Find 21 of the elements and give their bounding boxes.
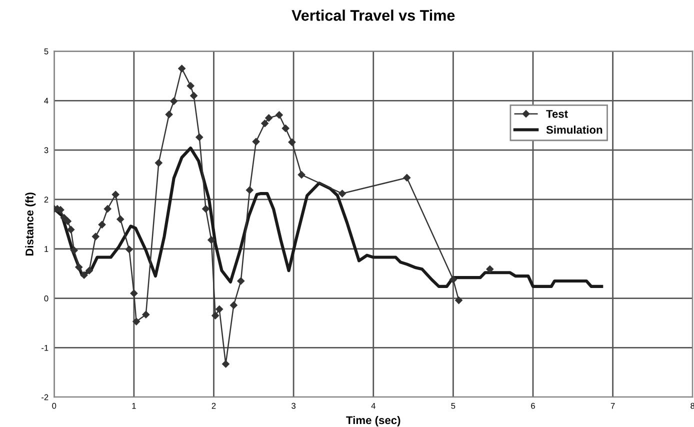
- y-tick-label: 4: [44, 98, 48, 104]
- x-tick-label: 7: [610, 402, 615, 409]
- y-tick-label: 5: [44, 48, 48, 54]
- x-tick-label: 1: [132, 402, 136, 409]
- y-tick-label: 1: [44, 246, 48, 252]
- x-tick-label: 5: [451, 402, 456, 409]
- legend-label: Simulation: [546, 126, 602, 134]
- y-axis-title: Distance (ft): [25, 192, 36, 256]
- y-tick-label: 0: [44, 295, 48, 302]
- x-tick-label: 4: [371, 402, 376, 409]
- x-tick-label: 0: [52, 402, 56, 409]
- y-tick-label: -1: [42, 344, 48, 351]
- x-tick-label: 2: [212, 402, 216, 409]
- x-axis-title: Time (sec): [346, 416, 400, 426]
- y-tick-label: 3: [44, 147, 48, 154]
- y-tick-label: -2: [42, 394, 48, 400]
- y-tick-label: 2: [44, 196, 48, 202]
- x-tick-label: 3: [292, 402, 296, 409]
- chart-title: Vertical Travel vs Time: [292, 10, 455, 21]
- x-tick-label: 6: [531, 402, 535, 409]
- legend-label: Test: [546, 110, 568, 118]
